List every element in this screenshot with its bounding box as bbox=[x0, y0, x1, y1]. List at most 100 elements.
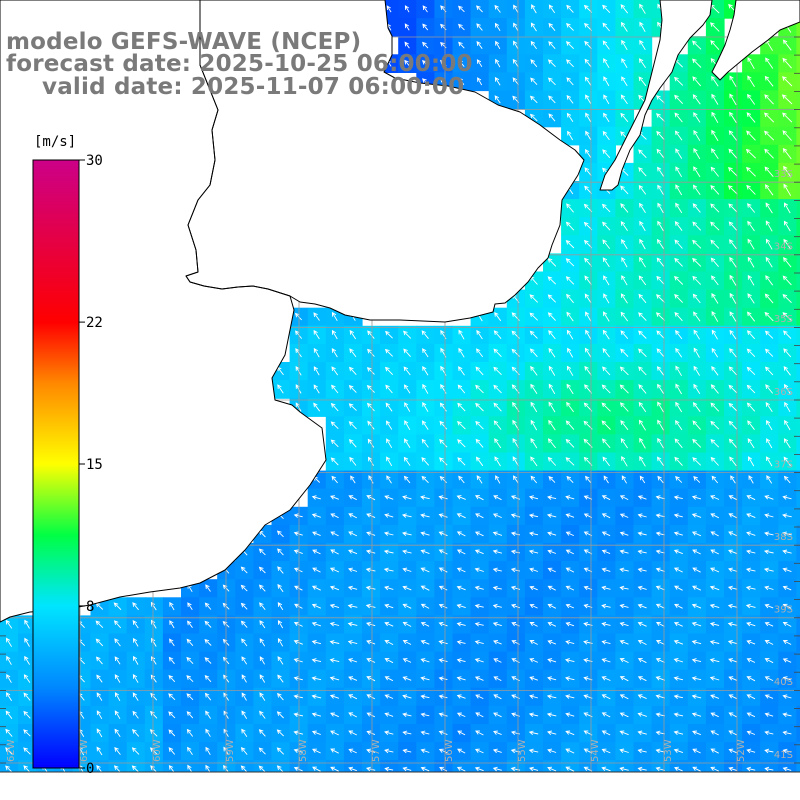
wind-arrow bbox=[277, 692, 284, 701]
wind-arrow bbox=[385, 420, 393, 430]
wind-arrow bbox=[639, 437, 646, 449]
wind-arrow bbox=[311, 513, 321, 518]
wind-arrow bbox=[240, 746, 248, 755]
wind-arrow bbox=[782, 694, 792, 699]
wind-arrow bbox=[24, 637, 30, 647]
wind-arrow bbox=[512, 58, 519, 68]
wind-arrow bbox=[782, 766, 792, 772]
wind-arrow bbox=[495, 475, 501, 484]
wind-arrow bbox=[475, 513, 484, 519]
wind-arrow bbox=[510, 748, 521, 754]
wind-arrow bbox=[638, 76, 647, 87]
wind-arrow bbox=[5, 710, 13, 719]
wind-arrow bbox=[619, 621, 629, 627]
wind-arrow bbox=[131, 747, 140, 755]
wind-arrow bbox=[729, 75, 737, 87]
wind-arrow bbox=[656, 456, 665, 467]
wind-arrow bbox=[691, 495, 702, 500]
wind-arrow bbox=[347, 640, 358, 645]
wind-arrow bbox=[493, 712, 502, 718]
wind-arrow bbox=[638, 401, 647, 413]
wind-arrow bbox=[402, 495, 412, 500]
wind-arrow bbox=[746, 402, 756, 412]
wind-arrow bbox=[404, 59, 410, 67]
wind-arrow bbox=[5, 765, 13, 772]
wind-arrow bbox=[476, 475, 483, 484]
wind-speed-cell bbox=[561, 760, 580, 772]
wind-speed-cell bbox=[796, 651, 800, 671]
wind-arrow bbox=[601, 203, 611, 213]
wind-arrow bbox=[348, 549, 358, 555]
wind-speed-cell bbox=[796, 506, 800, 526]
wind-arrow bbox=[565, 603, 575, 609]
wind-arrow bbox=[530, 456, 538, 467]
colorbar-tick-label: 22 bbox=[86, 315, 103, 331]
wind-arrow bbox=[475, 384, 484, 394]
wind-arrow bbox=[764, 621, 774, 627]
wind-arrow bbox=[710, 22, 720, 32]
wind-arrow bbox=[331, 311, 338, 322]
wind-speed-cell bbox=[796, 217, 800, 236]
wind-arrow bbox=[383, 549, 394, 555]
wind-arrow bbox=[494, 76, 501, 86]
wind-arrow bbox=[240, 584, 248, 592]
wind-arrow bbox=[782, 531, 792, 536]
wind-arrow bbox=[710, 239, 720, 249]
wind-arrow bbox=[746, 348, 756, 358]
wind-arrow bbox=[331, 384, 339, 394]
wind-arrow bbox=[620, 4, 629, 14]
wind-arrow bbox=[728, 730, 738, 736]
wind-arrow bbox=[422, 366, 429, 376]
wind-arrow bbox=[637, 567, 647, 573]
wind-arrow bbox=[783, 348, 792, 358]
wind-arrow bbox=[368, 456, 374, 466]
wind-arrow bbox=[329, 658, 340, 663]
wind-arrow bbox=[330, 712, 339, 718]
wind-arrow bbox=[585, 329, 592, 340]
wind-arrow bbox=[729, 111, 737, 124]
wind-arrow bbox=[619, 585, 629, 591]
wind-speed-cell bbox=[506, 760, 526, 772]
wind-arrow bbox=[728, 130, 738, 141]
wind-arrow bbox=[565, 622, 575, 627]
wind-arrow bbox=[783, 456, 791, 467]
wind-arrow bbox=[655, 640, 665, 645]
wind-arrow bbox=[23, 729, 31, 737]
wind-arrow bbox=[258, 548, 266, 556]
wind-arrow bbox=[384, 658, 394, 664]
lon-label: 56W bbox=[444, 739, 455, 762]
wind-arrow bbox=[547, 549, 557, 554]
wind-arrow bbox=[384, 694, 394, 699]
wind-arrow bbox=[420, 658, 430, 663]
wind-arrow bbox=[764, 166, 774, 177]
wind-arrow bbox=[367, 420, 375, 430]
coastline-path bbox=[711, 0, 800, 81]
wind-arrow bbox=[709, 658, 720, 663]
wind-arrow bbox=[311, 676, 322, 681]
wind-arrow bbox=[745, 148, 757, 159]
coastline bbox=[0, 0, 800, 623]
wind-arrow bbox=[602, 257, 610, 268]
wind-arrow bbox=[637, 730, 647, 736]
wind-arrow bbox=[258, 566, 266, 574]
wind-arrow bbox=[747, 420, 755, 430]
wind-arrow bbox=[384, 676, 394, 682]
wind-arrow bbox=[674, 766, 683, 772]
wind-arrow bbox=[132, 620, 139, 629]
wind-arrow bbox=[656, 257, 665, 267]
wind-arrow bbox=[637, 748, 647, 754]
wind-speed-cell bbox=[796, 90, 800, 110]
wind-arrow bbox=[402, 640, 412, 645]
wind-arrow bbox=[512, 475, 519, 484]
wind-arrow bbox=[764, 603, 774, 609]
wind-arrow bbox=[385, 330, 393, 339]
wind-arrow bbox=[493, 730, 502, 736]
wind-arrow bbox=[348, 766, 357, 772]
wind-arrow bbox=[764, 112, 775, 123]
wind-arrow bbox=[330, 766, 339, 772]
wind-arrow bbox=[475, 694, 484, 700]
wind-arrow bbox=[639, 220, 646, 232]
lat-label: 38S bbox=[774, 532, 793, 543]
wind-arrow bbox=[546, 712, 557, 717]
